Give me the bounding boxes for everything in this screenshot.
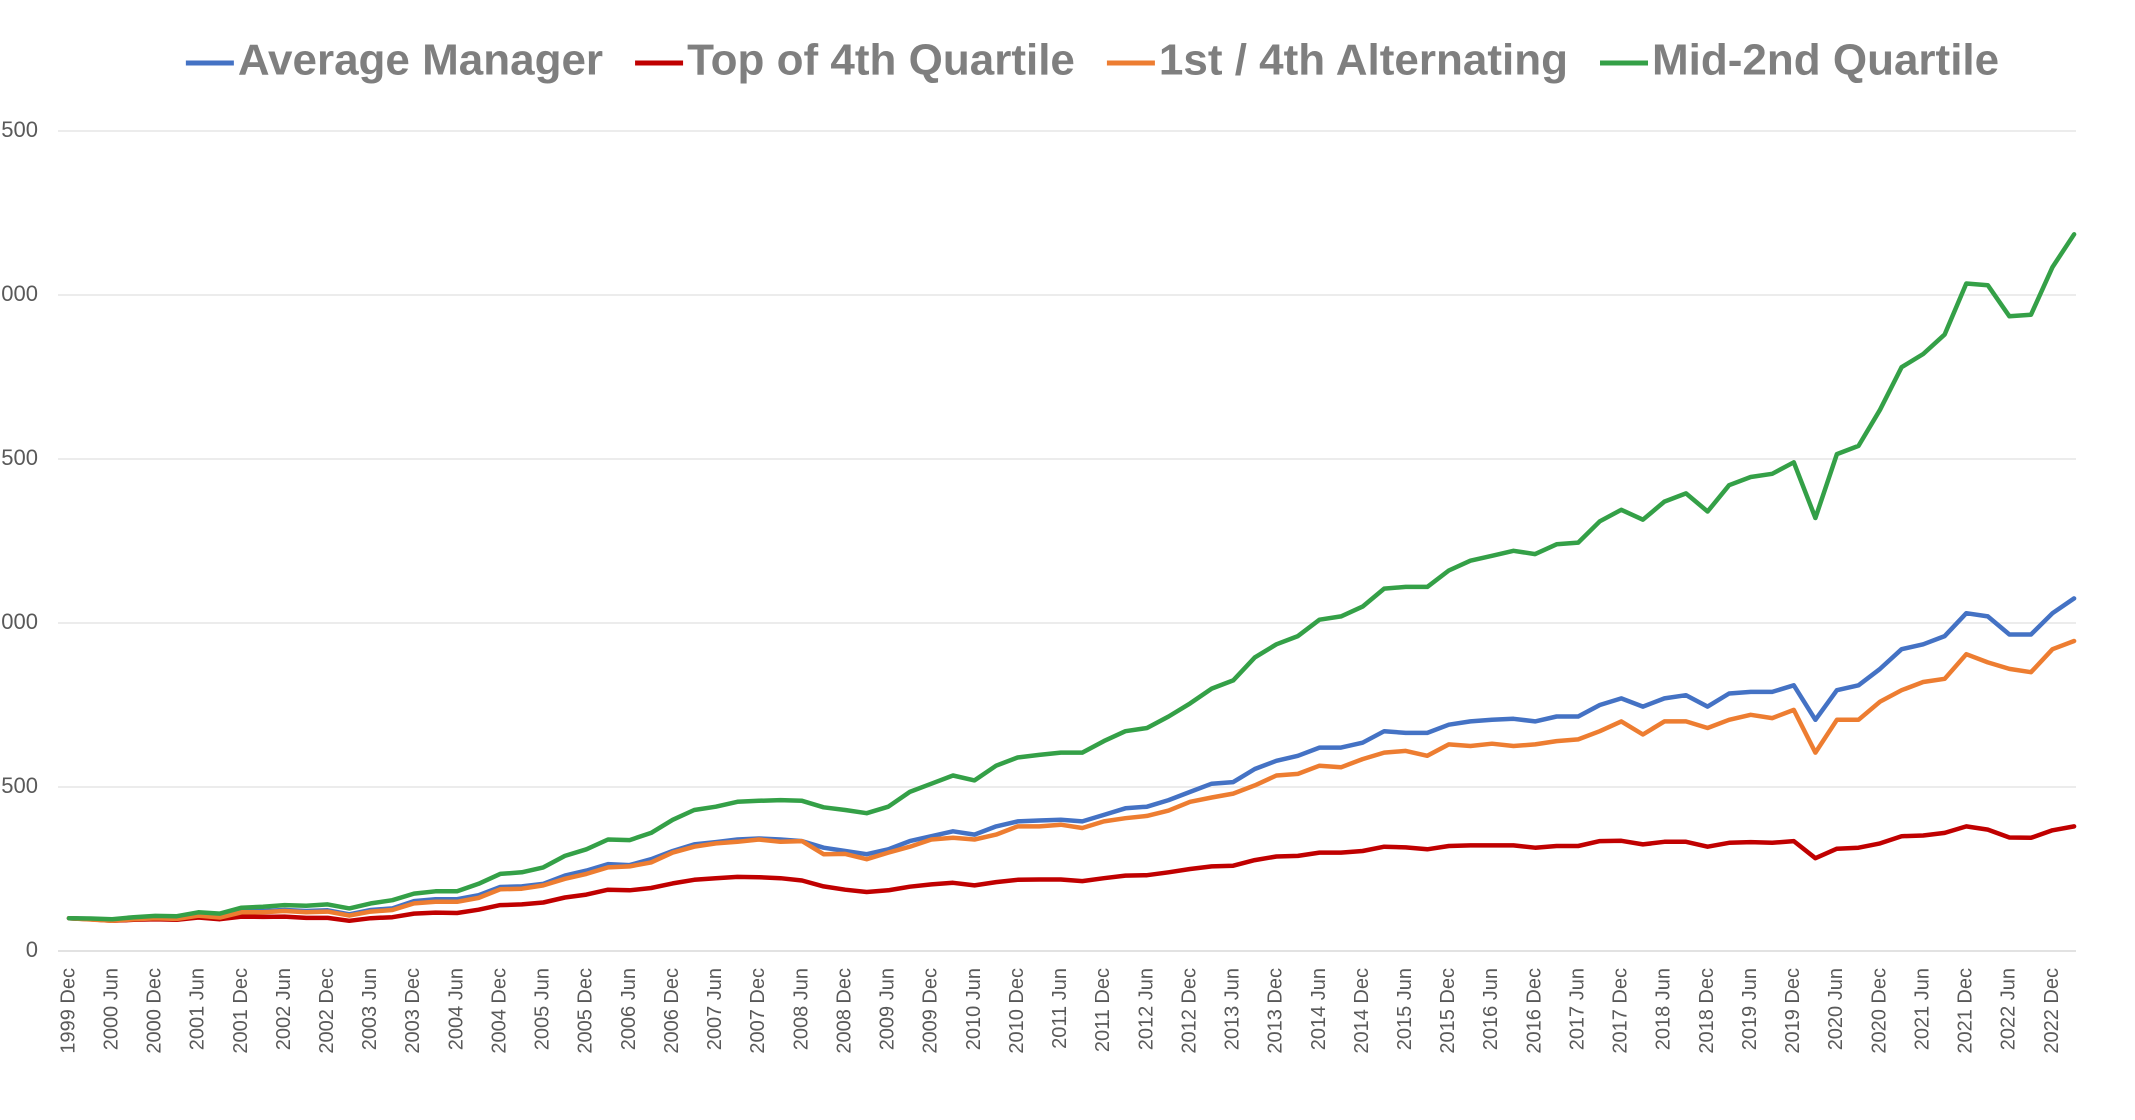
series-line (66, 232, 2077, 922)
x-tick-label: 2001 Jun (187, 968, 209, 1050)
x-tick-label: 2012 Jun (1135, 968, 1157, 1050)
y-tick-label: 1,000 (0, 609, 38, 634)
x-tick-label: 2007 Dec (747, 968, 769, 1054)
series-line (66, 596, 2077, 923)
x-tick-label: 2019 Dec (1782, 968, 1804, 1054)
series-line (66, 638, 2077, 924)
x-tick-label: 2018 Jun (1653, 968, 1675, 1050)
legend-label: 1st / 4th Alternating (1159, 36, 1568, 85)
x-tick-label: 2005 Jun (532, 968, 554, 1050)
x-tick-label: 2003 Dec (402, 968, 424, 1054)
x-tick-label: 2022 Jun (1998, 968, 2020, 1050)
y-tick-label: 1,500 (0, 445, 38, 470)
x-tick-label: 2014 Dec (1351, 968, 1373, 1054)
x-tick-label: 2006 Jun (618, 968, 640, 1050)
x-tick-label: 2000 Dec (144, 968, 166, 1054)
x-tick-label: 2013 Dec (1265, 968, 1287, 1054)
y-tick-label: 500 (1, 773, 38, 798)
x-tick-label: 2010 Dec (1006, 968, 1028, 1054)
x-tick-label: 2009 Dec (920, 968, 942, 1054)
y-tick-label: 2,500 (0, 117, 38, 142)
x-tick-label: 2017 Jun (1566, 968, 1588, 1050)
x-tick-label: 2008 Dec (833, 968, 855, 1054)
x-tick-label: 2012 Dec (1178, 968, 1200, 1054)
x-tick-label: 2015 Jun (1394, 968, 1416, 1050)
x-tick-label: 2007 Jun (704, 968, 726, 1050)
x-tick-label: 2013 Jun (1222, 968, 1244, 1050)
legend-label: Top of 4th Quartile (687, 36, 1075, 85)
x-tick-label: 1999 Dec (57, 968, 79, 1054)
x-tick-label: 2002 Dec (316, 968, 338, 1054)
x-tick-label: 2011 Jun (1049, 968, 1071, 1049)
x-tick-label: 2004 Dec (488, 968, 510, 1054)
x-tick-label: 2008 Jun (790, 968, 812, 1050)
x-tick-label: 2021 Jun (1911, 968, 1933, 1050)
legend-label: Mid-2nd Quartile (1652, 36, 1999, 85)
y-tick-label: 2,000 (0, 281, 38, 306)
legend: Average Manager Top of 4th Quartile 1st / … (185, 36, 1999, 85)
x-tick-label: 2014 Jun (1308, 968, 1330, 1050)
x-tick-label: 2016 Dec (1523, 968, 1545, 1054)
series-line (66, 824, 2077, 924)
x-tick-label: 2001 Dec (230, 968, 252, 1054)
x-tick-label: 2004 Jun (445, 968, 467, 1050)
legend-label: Average Manager (238, 36, 603, 85)
x-tick-label: 2016 Jun (1480, 968, 1502, 1050)
x-tick-label: 2011 Dec (1092, 968, 1114, 1052)
x-tick-label: 2020 Dec (1868, 968, 1890, 1054)
x-tick-label: 2003 Jun (359, 968, 381, 1050)
x-tick-label: 2021 Dec (1955, 968, 1977, 1054)
x-tick-label: 2009 Jun (877, 968, 899, 1050)
x-tick-label: 2005 Dec (575, 968, 597, 1054)
y-tick-label: 0 (26, 937, 38, 962)
x-tick-label: 2020 Jun (1825, 968, 1847, 1050)
x-tick-label: 2018 Dec (1696, 968, 1718, 1054)
x-tick-label: 2015 Dec (1437, 968, 1459, 1054)
x-tick-label: 2000 Jun (100, 968, 122, 1050)
x-tick-label: 2017 Dec (1610, 968, 1632, 1054)
x-tick-label: 2019 Jun (1739, 968, 1761, 1050)
x-tick-label: 2010 Jun (963, 968, 985, 1050)
x-tick-label: 2006 Dec (661, 968, 683, 1054)
x-tick-label: 2002 Jun (273, 968, 295, 1050)
x-tick-label: 2022 Dec (2041, 968, 2063, 1054)
